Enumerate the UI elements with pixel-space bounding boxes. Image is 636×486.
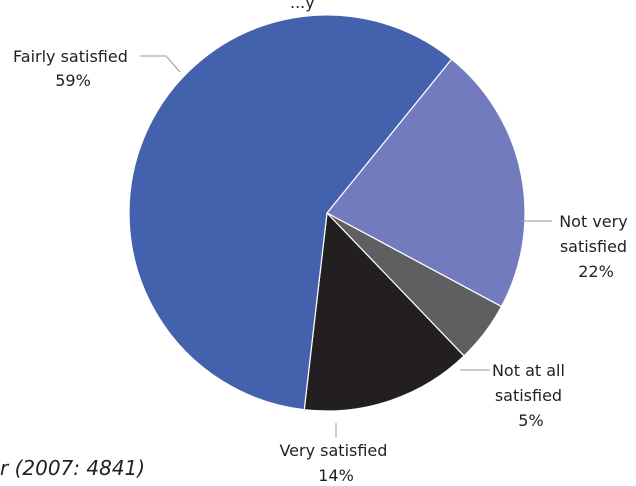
- label-not-very-satisfied: Not very satisfied 22%: [559, 212, 633, 281]
- label-very-satisfied: Very satisfied 14%: [279, 441, 392, 485]
- pie-slices: [128, 14, 526, 412]
- label-fairly-satisfied-value: 59%: [55, 71, 91, 90]
- leader-fairly-satisfied: [140, 55, 181, 73]
- pie-slice-not-very-satisfied: [326, 58, 526, 308]
- source-text-fragment: r (2007: 4841): [0, 456, 145, 480]
- pie-slice-very-satisfied: [303, 211, 465, 412]
- label-not-at-all-line1: Not at all: [492, 361, 565, 380]
- label-not-very-value: 22%: [578, 262, 614, 281]
- label-not-at-all-satisfied: Not at all satisfied 5%: [492, 361, 570, 430]
- label-not-at-all-value: 5%: [518, 411, 543, 430]
- pie-slice-fairly-satisfied: [128, 14, 453, 411]
- label-not-at-all-line2: satisfied: [495, 386, 562, 405]
- label-very-satisfied-line1: Very satisfied: [279, 441, 387, 460]
- label-fairly-satisfied-line1: Fairly satisfied: [13, 47, 128, 66]
- label-very-satisfied-value: 14%: [318, 466, 354, 485]
- top-text-fragment: ...y: [290, 0, 315, 12]
- label-fairly-satisfied: Fairly satisfied 59%: [13, 47, 133, 90]
- label-not-very-line2: satisfied: [560, 237, 627, 256]
- label-not-very-line1: Not very: [559, 212, 627, 231]
